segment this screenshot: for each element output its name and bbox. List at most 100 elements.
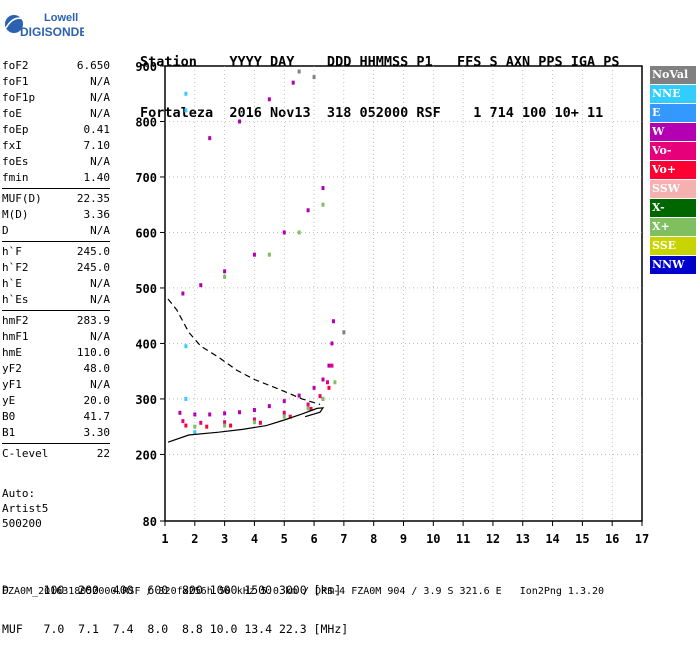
param-name: D xyxy=(2,224,9,237)
data-point-vo- xyxy=(223,420,227,425)
param-row: D N/A xyxy=(2,223,110,239)
legend-item: SSW xyxy=(650,180,696,198)
data-point-w xyxy=(321,377,325,382)
param-name: hmF2 xyxy=(2,314,29,327)
y-tick-label: 900 xyxy=(135,60,157,74)
data-point-w xyxy=(223,269,227,274)
param-separator xyxy=(2,310,110,311)
data-point-x+ xyxy=(321,202,325,207)
data-point-vo+ xyxy=(327,385,331,390)
param-name: C-level xyxy=(2,447,49,460)
param-value: N/A xyxy=(90,293,110,306)
param-name: yF1 xyxy=(2,378,22,391)
param-value: 3.36 xyxy=(83,208,111,221)
data-point-w xyxy=(321,186,325,191)
param-row: h`F 245.0 xyxy=(2,244,110,260)
param-value: 41.7 xyxy=(83,410,111,423)
lowell-digisonde-logo: Lowell DIGISONDE xyxy=(5,12,84,39)
x-tick-label: 2 xyxy=(191,532,198,546)
data-point-w xyxy=(291,80,295,85)
data-point-w xyxy=(208,412,212,417)
x-tick-label: 15 xyxy=(575,532,589,546)
data-point-noval xyxy=(342,330,346,335)
param-value: 6.650 xyxy=(76,59,110,72)
param-row: foF1 N/A xyxy=(2,74,110,90)
param-name: h`F xyxy=(2,245,22,258)
param-name: hmF1 xyxy=(2,330,29,343)
data-point-w xyxy=(282,399,286,404)
file-info-footer: FZA0M_2016318052000.RSF / 320fx256h 50 k… xyxy=(2,586,605,597)
autoscale-line1: Auto: xyxy=(2,487,36,500)
x-tick-label: 12 xyxy=(486,532,500,546)
param-row: hmF2 283.9 xyxy=(2,313,110,329)
x-tick-label: 13 xyxy=(516,532,530,546)
param-value: N/A xyxy=(90,277,110,290)
data-point-vo- xyxy=(325,380,329,385)
x-tick-label: 4 xyxy=(251,532,258,546)
data-point-vo- xyxy=(181,419,185,424)
header-row-values: Fortaleza 2016 Nov13 318 052000 RSF 1 71… xyxy=(140,105,604,121)
x-tick-label: 16 xyxy=(605,532,619,546)
param-value: 245.0 xyxy=(76,245,110,258)
data-point-vo- xyxy=(282,410,286,415)
data-point-w xyxy=(223,411,227,416)
param-value: 1.40 xyxy=(83,171,111,184)
legend-item: E xyxy=(650,104,696,122)
data-point-w xyxy=(267,97,271,102)
x-tick-label: 11 xyxy=(456,532,470,546)
x-tick-label: 5 xyxy=(281,532,288,546)
data-point-x+ xyxy=(223,423,227,428)
y-tick-label: 500 xyxy=(135,282,157,296)
param-value: 283.9 xyxy=(76,314,110,327)
data-point-x+ xyxy=(223,274,227,279)
legend-item: NoVal xyxy=(650,66,696,84)
param-name: hmE xyxy=(2,346,22,359)
data-point-w xyxy=(238,410,242,415)
param-name: yF2 xyxy=(2,362,22,375)
param-value: 7.10 xyxy=(83,139,111,152)
profile-dashed xyxy=(167,298,321,406)
legend-item: X+ xyxy=(650,218,696,236)
data-point-w xyxy=(208,136,212,141)
legend-item: Vo- xyxy=(650,142,696,160)
x-tick-label: 6 xyxy=(310,532,317,546)
param-row: fmin 1.40 xyxy=(2,170,110,186)
data-point-vo- xyxy=(199,420,203,425)
data-point-x+ xyxy=(193,424,197,429)
legend-item: NNE xyxy=(650,85,696,103)
data-point-w xyxy=(297,393,301,398)
x-tick-label: 7 xyxy=(340,532,347,546)
dmuf-muf-row: MUF 7.0 7.1 7.4 8.0 8.8 10.0 13.4 22.3 [… xyxy=(2,622,349,636)
param-value: 20.0 xyxy=(83,394,111,407)
data-point-x+ xyxy=(267,252,271,257)
y-tick-label: 400 xyxy=(135,337,157,351)
data-point-vo- xyxy=(330,363,334,368)
data-point-nne xyxy=(184,108,188,113)
param-name: h`F2 xyxy=(2,261,29,274)
x-tick-label: 3 xyxy=(221,532,228,546)
param-value: 22.35 xyxy=(76,192,110,205)
data-point-noval xyxy=(312,75,316,80)
scaled-parameters-panel: foF2 6.650 foF1 N/A foF1p N/A foE N/A foEp 0.41 fx… xyxy=(2,58,110,462)
param-row: foF2 6.650 xyxy=(2,58,110,74)
data-point-w xyxy=(181,291,185,296)
autoscale-info: Auto: Artist5 500200 xyxy=(2,486,48,531)
y-tick-label: 300 xyxy=(135,393,157,407)
legend-item: Vo+ xyxy=(650,161,696,179)
x-tick-label: 14 xyxy=(545,532,559,546)
data-point-x+ xyxy=(321,396,325,401)
param-row: h`Es N/A xyxy=(2,292,110,308)
y-tick-label: 600 xyxy=(135,226,157,240)
polarization-legend: NoVal NNE E W Vo- Vo+ SSW X- X+ SSE NNW xyxy=(650,66,696,275)
data-point-nne xyxy=(193,430,197,435)
data-point-vo+ xyxy=(205,424,209,429)
x-tick-label: 8 xyxy=(370,532,377,546)
param-row: foEs N/A xyxy=(2,154,110,170)
param-name: fmin xyxy=(2,171,29,184)
data-point-vo- xyxy=(306,402,310,407)
data-point-vo+ xyxy=(184,423,188,428)
data-point-vo- xyxy=(252,417,256,422)
param-name: foEp xyxy=(2,123,29,136)
param-name: foF2 xyxy=(2,59,29,72)
param-name: B0 xyxy=(2,410,16,423)
